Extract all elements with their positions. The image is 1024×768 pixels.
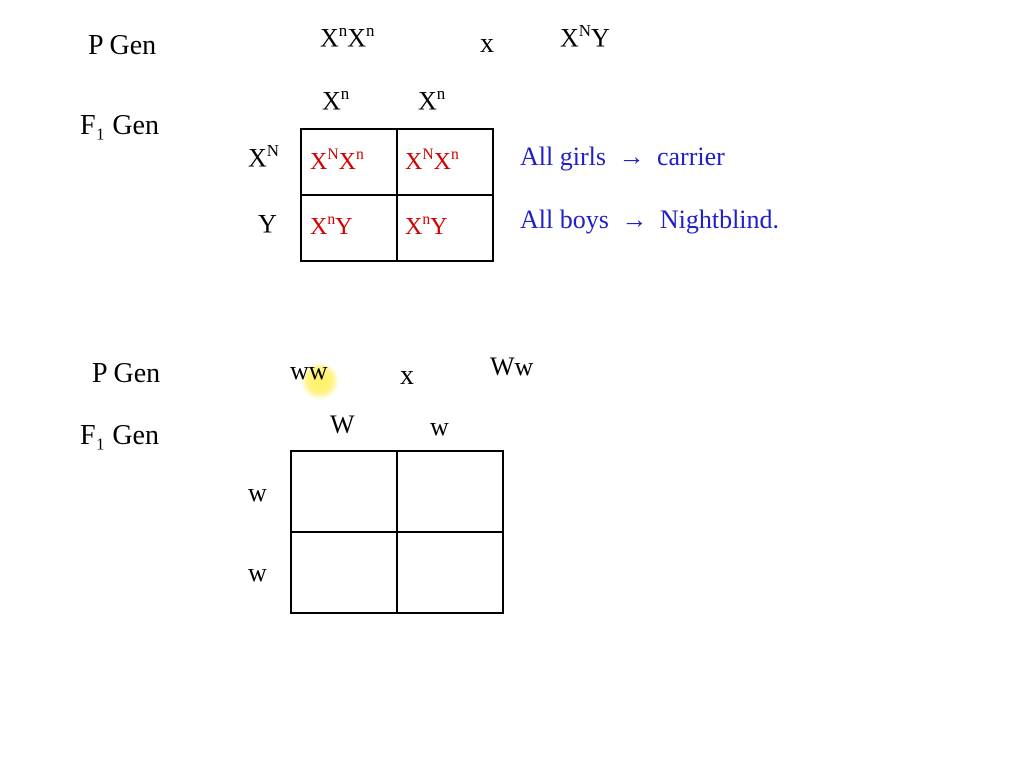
parent-male-2: Ww (490, 352, 533, 382)
cross-sym-1-txt: x (480, 28, 494, 59)
rh11b: X (248, 144, 267, 173)
f1-gen-text-2: F₁ Gen (80, 420, 159, 451)
col-header-1-2: Xn (418, 85, 445, 117)
cell-2-1: XnY (310, 212, 352, 241)
row-header-1-1: XN (248, 142, 279, 174)
p-gen-label-1: P Gen (88, 30, 156, 62)
parent-female-2: ww (290, 356, 328, 386)
col-header-1-1: Xn (322, 85, 349, 117)
p-gen-label-2: P Gen (92, 358, 160, 390)
annot1a: All girls (520, 142, 606, 171)
rh11s: N (267, 141, 279, 160)
grid1-hline (302, 194, 492, 196)
grid2-hline (292, 531, 502, 533)
row-header-2-2: w (248, 558, 267, 588)
ch21: W (330, 410, 355, 439)
annotation-boys: All boys → Nightblind. (520, 205, 779, 235)
pf1-bs: n (366, 21, 374, 40)
annot1b: carrier (657, 142, 725, 171)
cell-1-2: XNXn (405, 147, 459, 176)
annot1arrow: → (618, 142, 644, 172)
pm1-as: N (579, 21, 591, 40)
ch12b: X (418, 87, 437, 116)
annotation-girls: All girls → carrier (520, 142, 725, 172)
cross-sym-2: x (400, 360, 414, 392)
pm1-a: X (560, 24, 579, 53)
p-gen-text-2: P Gen (92, 358, 160, 389)
ch22: w (430, 412, 449, 441)
annot2arrow: → (621, 205, 647, 235)
parent-female-1: XnXn (320, 22, 374, 54)
row-header-1-2: Y (258, 208, 277, 240)
pf1-a: X (320, 24, 339, 53)
pm1-b: Y (591, 24, 610, 53)
annot2a: All boys (520, 205, 609, 234)
pf1-b: X (347, 24, 366, 53)
f1-gen-text-1: F₁ Gen (80, 110, 159, 141)
rh22: w (248, 558, 267, 587)
annot2b: Nightblind. (660, 205, 779, 234)
rh12b: Y (258, 210, 277, 239)
cell-2-2: XnY (405, 212, 447, 241)
cs2: x (400, 360, 414, 391)
pm2: Ww (490, 352, 533, 381)
f1-gen-label-2: F₁ Gen (80, 420, 159, 452)
col-header-2-1: W (330, 410, 355, 440)
cell-1-1: XNXn (310, 147, 364, 176)
f1-gen-label-1: F₁ Gen (80, 110, 159, 142)
parent-male-1: XNY (560, 22, 610, 54)
diagram-canvas: P Gen F₁ Gen XnXn x XNY Xn Xn XN Y XNXn … (0, 0, 1024, 768)
row-header-2-1: w (248, 478, 267, 508)
punnett-square-2 (290, 450, 504, 614)
pf2: ww (290, 356, 328, 385)
col-header-2-2: w (430, 412, 449, 442)
pf1-as: n (339, 21, 347, 40)
cross-sym-1: x (480, 28, 494, 60)
ch12s: n (437, 84, 445, 103)
p-gen-text-1: P Gen (88, 30, 156, 61)
ch11s: n (341, 84, 349, 103)
rh21: w (248, 478, 267, 507)
ch11b: X (322, 87, 341, 116)
